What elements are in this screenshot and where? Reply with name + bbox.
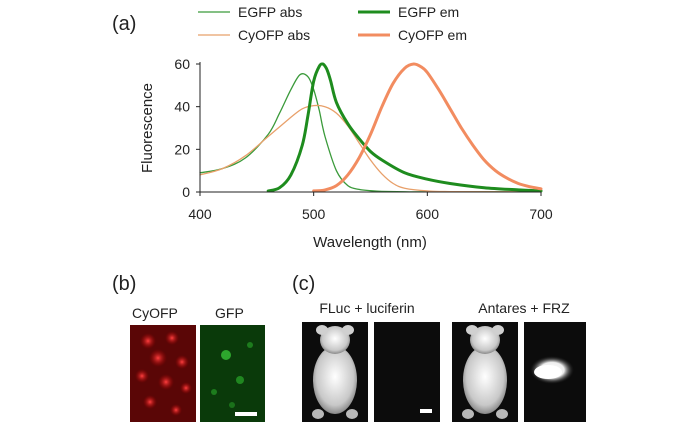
x-tick-label: 700 (529, 206, 553, 222)
legend-entry: CyOFP abs (238, 27, 310, 43)
legend-entry: EGFP em (398, 4, 459, 20)
panel-label-a: (a) (112, 13, 136, 35)
panel-c: FLuc + luciferin Antares + FRZ (302, 300, 586, 422)
y-tick-label: 60 (174, 56, 190, 72)
mouse-brightfield-antares (452, 322, 518, 422)
chart-axes: 400 500 600 700 0 20 40 60 (174, 56, 552, 222)
cyofp-micrograph (130, 325, 196, 422)
scale-bar (235, 412, 257, 416)
panel-label-b: (b) (112, 273, 136, 295)
panel-c-label-fluc: FLuc + luciferin (319, 300, 414, 316)
series-layer (199, 62, 543, 193)
panel-b-label-cyofp: CyOFP (132, 305, 178, 321)
scale-bar (420, 409, 432, 413)
panel-c-label-antares: Antares + FRZ (478, 300, 570, 316)
legend-entry: EGFP abs (238, 4, 302, 20)
panel-b: CyOFP GFP (130, 305, 265, 422)
series-line-cyofp-em (312, 62, 543, 193)
y-tick-label: 20 (174, 141, 190, 157)
y-tick-label: 40 (174, 99, 190, 115)
x-tick-label: 500 (302, 206, 326, 222)
luminescence-fluc (374, 322, 440, 422)
x-tick-label: 400 (188, 206, 212, 222)
panel-b-label-gfp: GFP (215, 305, 244, 321)
y-tick-label: 0 (182, 184, 190, 200)
panel-label-c: (c) (292, 273, 315, 295)
gfp-micrograph (200, 325, 265, 422)
series-line-egfp-abs (199, 73, 542, 193)
mouse-brightfield-fluc (302, 322, 368, 422)
legend-entry: CyOFP em (398, 27, 467, 43)
luminescence-antares (524, 322, 586, 422)
series-line-cyofp-abs (199, 104, 542, 193)
x-axis-label: Wavelength (nm) (313, 234, 427, 251)
x-tick-label: 600 (416, 206, 440, 222)
y-axis-label: Fluorescence (139, 83, 156, 173)
series-line-egfp-em (266, 62, 543, 193)
chart-legend: EGFP abs CyOFP abs EGFP em CyOFP em (198, 4, 467, 43)
